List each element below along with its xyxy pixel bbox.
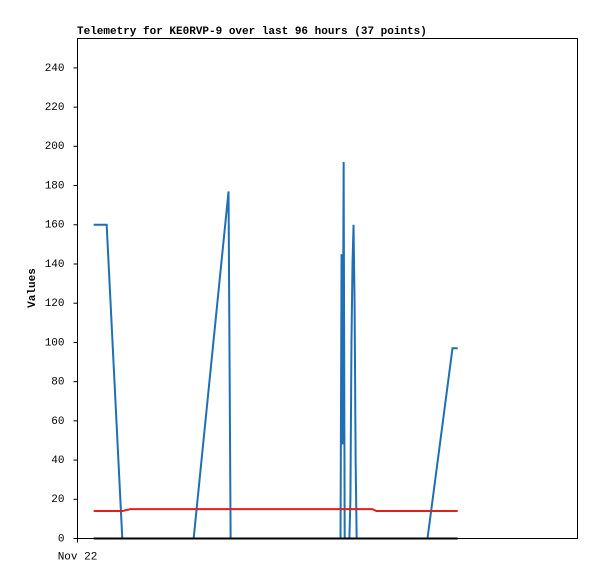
y-tick-label: 140 [45, 259, 65, 271]
y-tick-label: 0 [58, 533, 65, 545]
x-tick-label: Nov 22 [58, 551, 98, 563]
y-axis-label: Values [27, 268, 39, 308]
plot-frame [77, 38, 578, 539]
y-tick-label: 60 [51, 416, 64, 428]
y-tick-label: 120 [45, 298, 65, 310]
y-tick-label: 160 [45, 220, 65, 232]
y-tick-label: 80 [51, 377, 64, 389]
y-tick-label: 20 [51, 494, 64, 506]
y-tick-label: 240 [45, 63, 65, 75]
y-tick-label: 40 [51, 455, 64, 467]
y-tick-label: 100 [45, 337, 65, 349]
y-tick-label: 220 [45, 102, 65, 114]
series-line [93, 162, 458, 540]
y-tick-label: 200 [45, 141, 65, 153]
series-line [93, 508, 458, 513]
chart-title: Telemetry for KE0RVP-9 over last 96 hour… [77, 26, 427, 38]
y-tick-label: 180 [45, 180, 65, 192]
